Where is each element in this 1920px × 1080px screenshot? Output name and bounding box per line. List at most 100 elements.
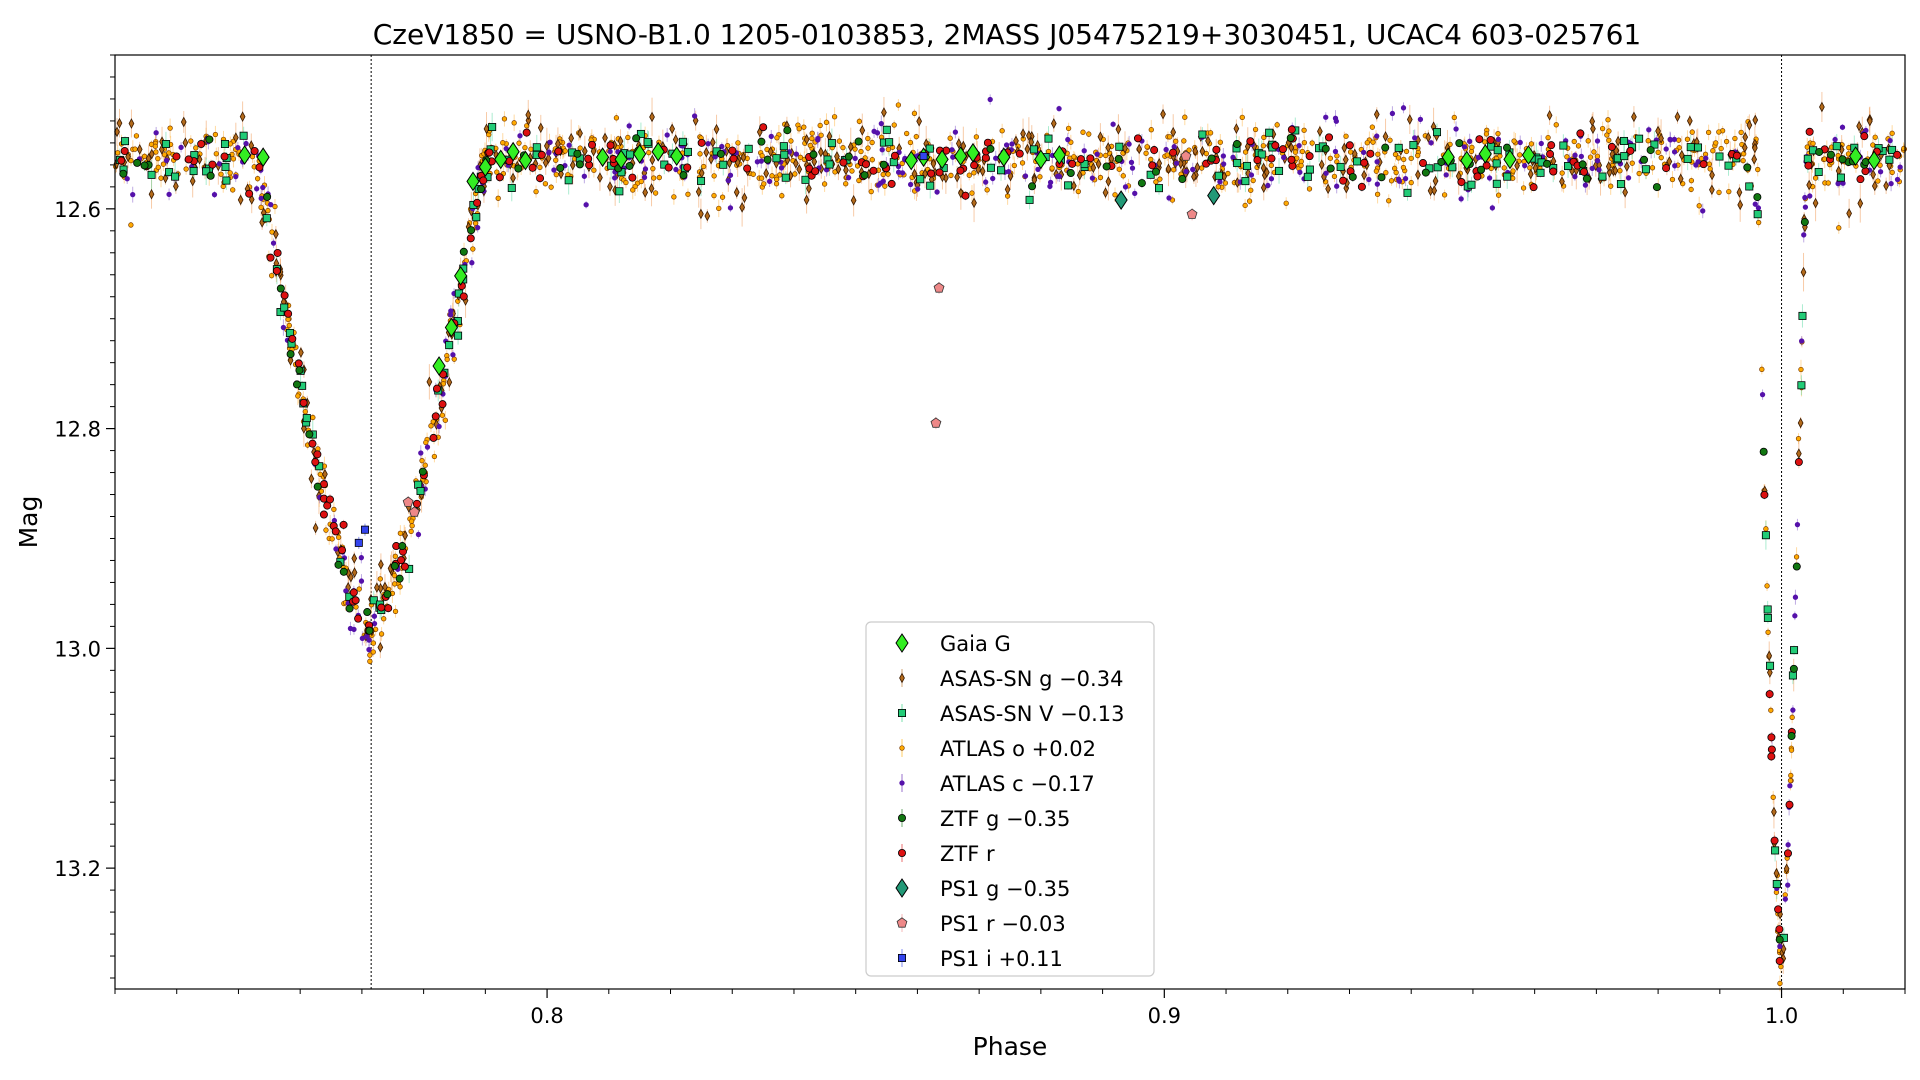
atlas-o-0-02-point xyxy=(1375,151,1381,157)
atlas-o-0-02-point xyxy=(1511,138,1517,144)
atlas-c-0-17-point xyxy=(1578,153,1584,160)
gaia-g-point xyxy=(1052,145,1066,165)
asas-sn-g-0-34-point xyxy=(954,171,960,183)
asas-sn-g-0-34-point xyxy=(1090,162,1097,174)
asas-sn-g-0-34-point xyxy=(1373,109,1380,120)
atlas-o-0-02-point xyxy=(227,170,233,176)
atlas-c-0-17-point xyxy=(1759,391,1766,398)
ztf-g-0-35-point xyxy=(365,626,374,635)
atlas-c-0-17-point xyxy=(258,195,264,201)
atlas-o-0-02-point xyxy=(1260,143,1266,149)
ztf-r-point xyxy=(1133,134,1142,143)
ztf-g-0-35-point xyxy=(1543,159,1552,168)
asas-sn-v-0-13-point xyxy=(1650,140,1659,149)
asas-sn-v-0-13-point xyxy=(1257,150,1266,159)
atlas-o-0-02-point xyxy=(272,203,278,210)
ztf-r-point xyxy=(429,433,438,442)
atlas-c-0-17-point xyxy=(691,113,698,119)
atlas-c-0-17-point xyxy=(1334,183,1340,189)
atlas-c-0-17-point xyxy=(178,144,184,150)
asas-sn-g-0-34-point xyxy=(1677,173,1684,185)
ps1-r-0-03-point xyxy=(1186,208,1198,219)
ps1-i-0-11-point xyxy=(360,525,369,534)
atlas-o-0-02-point xyxy=(638,178,644,185)
ztf-r-point xyxy=(250,147,259,156)
atlas-o-0-02-point xyxy=(1629,160,1635,166)
atlas-c-0-17-point xyxy=(547,139,553,145)
atlas-o-0-02-point xyxy=(1157,176,1163,182)
asas-sn-v-0-13-point xyxy=(1115,142,1124,151)
x-tick-label: 0.8 xyxy=(530,1004,563,1028)
atlas-o-0-02-point xyxy=(821,181,828,187)
ztf-g-0-35-point xyxy=(477,184,486,193)
asas-sn-g-0-34-point xyxy=(1260,162,1267,174)
atlas-c-0-17-point xyxy=(815,137,821,143)
atlas-o-0-02-point xyxy=(1658,155,1664,161)
legend-label: Gaia G xyxy=(940,632,1011,656)
asas-sn-v-0-13-point xyxy=(472,213,481,222)
asas-sn-g-0-34-point xyxy=(577,127,583,139)
ztf-g-0-35-point xyxy=(206,171,215,180)
atlas-c-0-17-point xyxy=(1132,190,1138,197)
gaia-g-point xyxy=(454,265,468,286)
ztf-r-point xyxy=(1662,164,1671,173)
asas-sn-v-0-13-point xyxy=(1433,163,1442,172)
asas-sn-v-0-13-point xyxy=(147,170,156,179)
gaia-g-point xyxy=(1867,150,1881,171)
ztf-r-point xyxy=(1287,155,1296,164)
atlas-o-0-02-point xyxy=(548,184,554,190)
ztf-g-0-35-point xyxy=(514,164,523,173)
atlas-o-0-02-point xyxy=(788,138,794,144)
atlas-c-0-17-point xyxy=(1897,164,1903,170)
atlas-o-0-02-point xyxy=(1669,176,1676,183)
atlas-o-0-02-point xyxy=(1403,148,1410,155)
atlas-o-0-02-point xyxy=(971,170,977,176)
atlas-o-0-02-point xyxy=(1645,138,1651,144)
asas-sn-g-0-34-point xyxy=(182,137,189,149)
atlas-o-0-02-point xyxy=(1520,185,1527,191)
asas-sn-v-0-13-point xyxy=(1694,143,1703,152)
atlas-o-0-02-point xyxy=(188,138,194,144)
atlas-c-0-17-point xyxy=(1794,521,1801,528)
gaia-g-point xyxy=(614,149,628,170)
atlas-o-0-02-point xyxy=(856,177,862,184)
ztf-g-0-35-point xyxy=(1789,664,1798,673)
asas-sn-v-0-13-point xyxy=(1798,311,1807,320)
atlas-o-0-02-point xyxy=(823,119,830,125)
ztf-g-0-35-point xyxy=(1137,179,1146,188)
ztf-r-point xyxy=(1529,183,1538,192)
atlas-o-0-02-point xyxy=(1810,140,1816,147)
ztf-r-point xyxy=(606,141,615,150)
atlas-o-0-02-point xyxy=(630,187,636,193)
atlas-o-0-02-point xyxy=(1268,162,1274,169)
asas-sn-g-0-34-point xyxy=(1050,118,1057,129)
ztf-r-point xyxy=(1345,141,1354,150)
atlas-o-0-02-point xyxy=(1306,186,1313,192)
atlas-o-0-02-point xyxy=(1343,133,1349,139)
asas-sn-v-0-13-point xyxy=(1492,179,1501,188)
legend-label: PS1 r −0.03 xyxy=(940,912,1066,936)
asas-sn-g-0-34-point xyxy=(843,164,849,176)
ztf-r-point xyxy=(197,140,206,149)
ztf-r-point xyxy=(1339,176,1348,185)
atlas-o-0-02-point xyxy=(370,649,376,655)
atlas-c-0-17-point xyxy=(1572,174,1578,180)
atlas-o-0-02-point xyxy=(774,135,780,141)
atlas-o-0-02-point xyxy=(212,131,219,138)
atlas-o-0-02-point xyxy=(1298,162,1304,169)
atlas-c-0-17-point xyxy=(1268,176,1275,182)
y-tick-label: 13.0 xyxy=(54,637,101,661)
atlas-o-0-02-point xyxy=(1606,137,1612,143)
asas-sn-g-0-34-point xyxy=(834,151,840,162)
ztf-r-point xyxy=(537,150,546,159)
asas-sn-g-0-34-point xyxy=(607,181,613,192)
asas-sn-g-0-34-point xyxy=(1532,162,1539,174)
gaia-g-point xyxy=(596,147,610,168)
atlas-c-0-17-point xyxy=(1220,153,1227,159)
ztf-g-0-35-point xyxy=(716,149,725,158)
ztf-r-point xyxy=(1486,135,1495,144)
ps1-r-0-03-point xyxy=(1180,150,1192,161)
atlas-c-0-17-point xyxy=(418,450,424,456)
asas-sn-v-0-13-point xyxy=(1275,166,1284,175)
ztf-r-point xyxy=(1475,135,1484,144)
